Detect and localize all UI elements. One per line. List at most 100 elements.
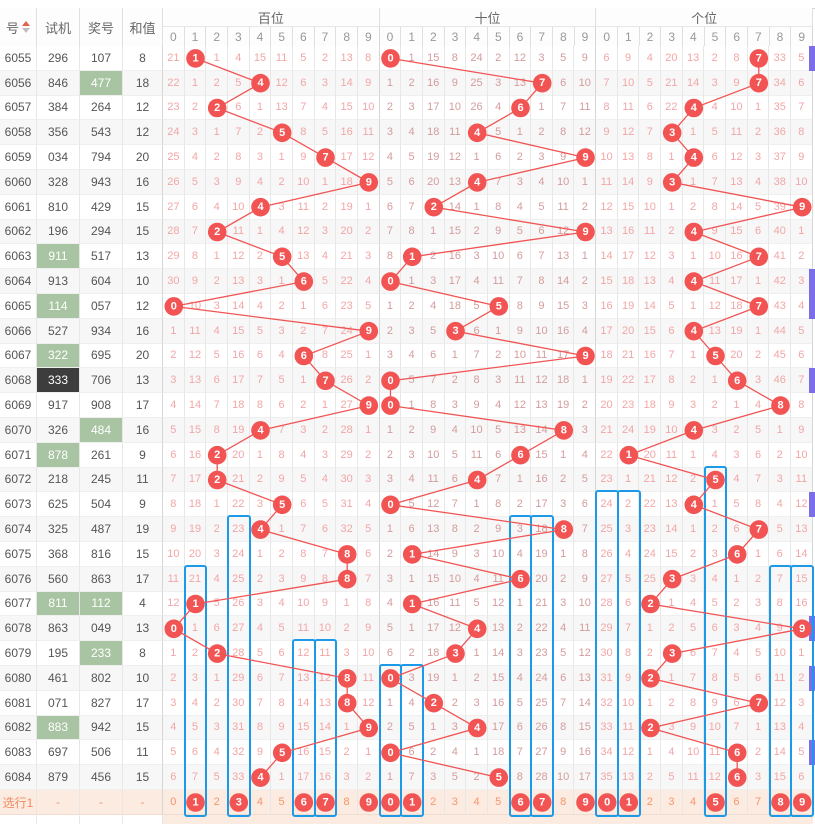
select-digit-ge-0[interactable] (596, 790, 618, 815)
select-digit-shi-1[interactable] (401, 790, 423, 815)
digit-header-ge-6[interactable]: 6 (726, 27, 748, 46)
digit-header-shi-7[interactable]: 7 (531, 27, 553, 46)
select-digit-ge-7[interactable]: 7 (747, 790, 770, 815)
miss-cell-bai-8: 26 (336, 368, 358, 394)
digit-header-ge-1[interactable]: 1 (618, 27, 640, 46)
miss-cell-ge-2: 12 (639, 244, 662, 270)
select-digit-bai-2[interactable]: 2 (206, 790, 228, 815)
digit-header-shi-2[interactable]: 2 (423, 27, 445, 46)
digit-header-ge-5[interactable]: 5 (704, 27, 727, 46)
header-issue-column[interactable]: 号 (0, 8, 37, 46)
miss-cell-shi-7: 4 (531, 170, 553, 195)
digit-header-shi-6[interactable]: 6 (509, 27, 532, 46)
miss-cell-shi-1: 1 (401, 46, 423, 71)
select-digit-shi-6[interactable] (509, 790, 532, 815)
table-row: 6079 195 233 8 1 2 28 5 6 12 11 3 10 6 2 18 1 14 3 23 5 12 30 8… (0, 641, 815, 666)
digit-header-bai-3[interactable]: 3 (228, 27, 250, 46)
digit-header-ge-8[interactable]: 8 (769, 27, 792, 46)
select-digit-bai-1[interactable] (184, 790, 207, 815)
miss-cell-ge-0: 26 (596, 542, 618, 567)
select-digit-ge-1[interactable] (617, 790, 640, 815)
miss-cell-shi-5: 10 (487, 542, 510, 567)
digit-header-ge-4[interactable]: 4 (683, 27, 705, 46)
sum-cell: 17 (123, 393, 163, 418)
digit-header-bai-4[interactable]: 4 (249, 27, 272, 46)
miss-cell-bai-7: 2 (314, 46, 337, 71)
select-digit-ge-2[interactable]: 2 (639, 790, 662, 815)
select-digit-ge-9[interactable] (791, 790, 813, 815)
digit-header-bai-7[interactable]: 7 (314, 27, 337, 46)
select-digit-bai-9[interactable] (357, 790, 380, 815)
select-digit-ge-3[interactable]: 3 (661, 790, 683, 815)
miss-cell-bai-2: 3 (206, 715, 228, 741)
miss-cell-ge-1: 4 (617, 542, 640, 567)
digit-header-bai-2[interactable]: 2 (206, 27, 228, 46)
select-digit-bai-7[interactable] (314, 790, 337, 815)
select-digit-ge-5[interactable] (704, 790, 727, 815)
digit-header-bai-0[interactable]: 0 (163, 27, 185, 46)
miss-cell-ge-4: 1 (682, 170, 705, 195)
digit-header-ge-9[interactable]: 9 (791, 27, 813, 46)
select-digit-bai-0[interactable]: 0 (163, 790, 185, 815)
select-digit-ge-6[interactable]: 6 (726, 790, 748, 815)
digit-header-shi-4[interactable]: 4 (466, 27, 488, 46)
miss-cell-bai-0: 1 (163, 318, 185, 344)
miss-cell-ge-5: 12 (704, 765, 727, 790)
digit-header-ge-7[interactable]: 7 (748, 27, 770, 46)
sort-icon[interactable] (22, 21, 30, 33)
digit-header-shi-3[interactable]: 3 (444, 27, 467, 46)
miss-cell-bai-0: 24 (163, 120, 185, 146)
issue-cell: 6071 (0, 442, 37, 468)
miss-cell-bai-9: 12 (357, 690, 380, 716)
sum-cell: 18 (123, 70, 163, 96)
miss-cell-shi-1: 1 (401, 616, 423, 642)
miss-cell-bai-6: 6 (292, 70, 315, 96)
digit-header-shi-0[interactable]: 0 (379, 27, 402, 46)
miss-cell-bai-7: 4 (314, 467, 337, 493)
miss-cell-bai-6: 9 (292, 145, 315, 170)
miss-cell-shi-3: 16 (444, 244, 467, 270)
digit-header-shi-9[interactable]: 9 (574, 27, 597, 46)
digit-header-bai-6[interactable]: 6 (293, 27, 315, 46)
miss-cell-shi-5: 11 (487, 269, 510, 294)
table-row: 6073 625 504 9 8 18 1 22 3 6 5 31 4 5 12 7 1 8 2 17 3 6 24 2 22 1… (0, 492, 815, 518)
digit-header-shi-5[interactable]: 5 (488, 27, 510, 46)
miss-cell-ge-0: 28 (596, 591, 618, 617)
sum-cell: 20 (123, 343, 163, 369)
select-digit-bai-6[interactable] (292, 790, 315, 815)
digit-header-ge-2[interactable]: 2 (639, 27, 662, 46)
select-digit-ge-4[interactable]: 4 (682, 790, 705, 815)
select-digit-bai-4[interactable]: 4 (249, 790, 272, 815)
select-digit-bai-8[interactable]: 8 (336, 790, 358, 815)
digit-header-bai-1[interactable]: 1 (184, 27, 207, 46)
select-digit-shi-4[interactable]: 4 (466, 790, 488, 815)
select-digit-shi-3[interactable]: 3 (444, 790, 467, 815)
select-digit-shi-7[interactable] (531, 790, 553, 815)
select-digit-shi-2[interactable]: 2 (422, 790, 445, 815)
digit-header-bai-9[interactable]: 9 (358, 27, 380, 46)
miss-cell-ge-5: 9 (704, 690, 727, 716)
miss-cell-ge-9: 8 (791, 120, 813, 146)
select-digit-ge-8[interactable] (769, 790, 792, 815)
clipped-highlight-mark (809, 740, 815, 766)
select-digit-shi-0[interactable] (379, 790, 402, 815)
sum-cell: 11 (123, 467, 163, 493)
select-digit-shi-8[interactable]: 8 (552, 790, 575, 815)
miss-cell-bai-9: 1 (357, 194, 380, 220)
digit-header-ge-0[interactable]: 0 (596, 27, 618, 46)
select-digit-shi-9[interactable] (574, 790, 597, 815)
digit-header-bai-8[interactable]: 8 (336, 27, 358, 46)
miss-cell-shi-5: 1 (487, 318, 510, 344)
miss-cell-bai-7: 11 (314, 641, 337, 666)
miss-cell-bai-7: 6 (314, 517, 337, 542)
digit-header-shi-1[interactable]: 1 (401, 27, 423, 46)
miss-cell-ge-2: 8 (639, 145, 662, 170)
test-number-cell: 356 (37, 120, 80, 146)
select-digit-shi-5[interactable]: 5 (487, 790, 510, 815)
digit-header-shi-8[interactable]: 8 (553, 27, 575, 46)
miss-cell-bai-3: 6 (227, 95, 250, 121)
digit-header-bai-5[interactable]: 5 (271, 27, 293, 46)
select-digit-bai-3[interactable] (227, 790, 250, 815)
select-digit-bai-5[interactable]: 5 (271, 790, 293, 815)
digit-header-ge-3[interactable]: 3 (661, 27, 683, 46)
